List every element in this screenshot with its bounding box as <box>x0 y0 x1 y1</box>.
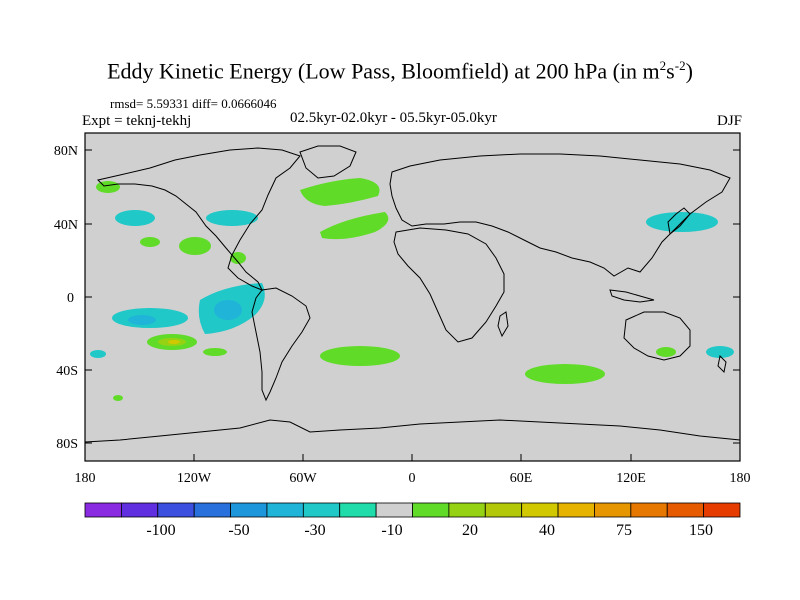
lon-label-120e: 120E <box>616 471 646 486</box>
coast-indonesia <box>609 289 655 303</box>
coast-new-zealand <box>717 354 727 374</box>
coast-eurasia <box>389 153 731 277</box>
coast-africa <box>393 227 505 343</box>
colorbar-swatch-14 <box>594 502 632 518</box>
patch-tasman <box>706 346 734 358</box>
coast-australia <box>623 311 691 361</box>
coastlines <box>84 145 741 443</box>
colorbar-label-minus50: -50 <box>228 522 249 539</box>
colorbar-swatch-15 <box>630 502 668 518</box>
coast-antarctica <box>84 419 741 443</box>
coast-south-america <box>251 287 311 402</box>
lon-label-60w: 60W <box>289 471 317 486</box>
patch-south-pacific-small <box>113 395 123 401</box>
patch-east-pacific-core <box>214 300 242 320</box>
lon-label-0: 0 <box>409 471 416 486</box>
lon-label-60e: 60E <box>510 471 533 486</box>
colorbar-swatch-10 <box>448 502 486 518</box>
colorbar-swatch-7 <box>339 502 377 518</box>
patch-north-america-jet <box>206 210 258 226</box>
patch-south-pacific-yellow-center <box>168 340 180 344</box>
colorbar-label-minus10: -10 <box>381 522 402 539</box>
patch-australia-east <box>656 347 676 357</box>
patch-mid-atlantic <box>320 212 389 240</box>
colorbar-swatch-6 <box>302 502 341 518</box>
colorbar-swatch-3 <box>193 502 231 518</box>
colorbar-label-minus100: -100 <box>146 522 175 539</box>
patch-north-america-west <box>179 237 211 255</box>
colorbar-swatch-4 <box>230 502 268 518</box>
patch-north-pacific-nw <box>96 181 120 193</box>
patch-south-atlantic <box>320 346 400 366</box>
colorbar-swatch-16 <box>666 502 705 518</box>
lat-label-40n: 40N <box>54 218 78 233</box>
colorbar-swatch-11 <box>484 502 523 518</box>
coast-japan <box>667 207 691 235</box>
lat-label-0: 0 <box>67 291 74 306</box>
colorbar-swatch-2 <box>157 502 195 518</box>
colorbar <box>84 502 741 518</box>
coast-madagascar <box>497 311 509 338</box>
experiment-label: Expt = teknj-tekhj <box>82 113 192 129</box>
colorbar-label-75: 75 <box>616 522 632 539</box>
colorbar-label-40: 40 <box>539 522 555 539</box>
colorbar-swatch-1 <box>120 502 159 518</box>
lon-label-180w: 180 <box>75 471 96 486</box>
plot-title: Eddy Kinetic Energy (Low Pass, Bloomfiel… <box>107 58 693 84</box>
patch-north-pacific <box>115 210 155 226</box>
lat-label-40s: 40S <box>56 364 78 379</box>
colorbar-swatch-13 <box>557 502 595 518</box>
colorbar-swatch-17 <box>703 502 741 518</box>
patch-mexico <box>230 252 246 264</box>
patch-south-pacific-core <box>128 315 156 325</box>
patch-central-pacific-north <box>140 237 160 247</box>
period-label: 02.5kyr-02.0kyr - 05.5kyr-05.0kyr <box>290 110 497 126</box>
colorbar-label-150: 150 <box>689 522 713 539</box>
anomaly-patches <box>90 178 734 401</box>
patch-south-pacific-south <box>203 348 227 356</box>
lat-label-80s: 80S <box>56 437 78 452</box>
coast-north-america <box>97 147 301 291</box>
colorbar-swatch-12 <box>521 502 559 518</box>
colorbar-swatch-9 <box>412 502 450 518</box>
colorbar-label-minus30: -30 <box>304 522 325 539</box>
patch-south-indian <box>525 364 605 384</box>
stats-text: rmsd= 5.59331 diff= 0.0666046 <box>110 96 277 111</box>
lon-label-180e: 180 <box>730 471 751 486</box>
tick-marks <box>84 149 741 461</box>
patch-south-pacific-west <box>90 350 106 358</box>
map-background <box>85 133 740 461</box>
coast-greenland <box>299 145 357 179</box>
season-label: DJF <box>716 113 742 129</box>
colorbar-swatch-8 <box>375 502 413 518</box>
lon-label-120w: 120W <box>177 471 212 486</box>
colorbar-swatch-5 <box>266 502 304 518</box>
patch-north-atlantic <box>300 178 380 206</box>
colorbar-swatch-0 <box>84 502 122 518</box>
lat-label-80n: 80N <box>54 144 78 159</box>
colorbar-label-20: 20 <box>462 522 478 539</box>
